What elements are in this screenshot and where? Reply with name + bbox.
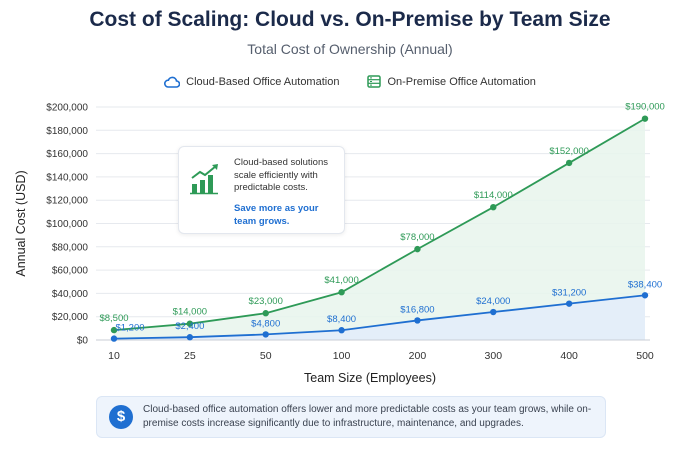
x-tick-label: 10 xyxy=(108,350,120,362)
series-line-1 xyxy=(113,117,646,331)
data-label: $2,400 xyxy=(175,321,204,332)
data-label: $14,000 xyxy=(173,307,207,318)
legend-item-cloud: Cloud-Based Office Automation xyxy=(164,75,339,88)
y-tick-label: $40,000 xyxy=(52,289,89,300)
y-tick-label: $60,000 xyxy=(52,266,89,277)
y-tick-label: $0 xyxy=(77,336,89,347)
data-label: $8,500 xyxy=(99,313,128,324)
data-label: $24,000 xyxy=(476,296,510,307)
x-tick-label: 500 xyxy=(636,350,654,362)
y-tick-label: $200,000 xyxy=(46,103,88,114)
data-point xyxy=(338,289,345,296)
data-point xyxy=(565,300,573,307)
data-label: $16,800 xyxy=(400,304,434,315)
data-label: $152,000 xyxy=(549,146,589,157)
data-point xyxy=(565,159,573,167)
chart-title: Cost of Scaling: Cloud vs. On-Premise by… xyxy=(89,8,611,31)
data-point xyxy=(338,327,345,334)
y-tick-label: $100,000 xyxy=(46,219,88,230)
x-tick-label: 25 xyxy=(184,350,196,362)
x-tick-label: 200 xyxy=(409,350,427,362)
y-tick-label: $80,000 xyxy=(52,242,89,253)
data-point xyxy=(414,245,421,253)
legend-label-cloud: Cloud-Based Office Automation xyxy=(186,75,340,88)
growth-chart-icon xyxy=(190,164,218,195)
x-tick-label: 400 xyxy=(560,350,578,362)
y-tick-label: $120,000 xyxy=(46,196,88,207)
data-label: $78,000 xyxy=(400,232,434,243)
series-line-0 xyxy=(113,294,646,340)
chart-subtitle: Total Cost of Ownership (Annual) xyxy=(247,41,453,57)
data-point xyxy=(186,320,194,327)
x-axis-title: Team Size (Employees) xyxy=(304,371,436,385)
data-label: $4,800 xyxy=(251,318,280,329)
y-axis-title: Annual Cost (USD) xyxy=(14,170,28,276)
line-chart: $0 $20,000 $40,000 $60,000 $80,000 $100,000 $1… xyxy=(14,102,665,385)
data-label: $8,400 xyxy=(327,314,356,325)
data-point xyxy=(641,115,649,122)
callout-text: Cloud-based solutions scale efficiently … xyxy=(234,157,329,193)
data-point xyxy=(186,334,194,341)
data-label: $114,000 xyxy=(474,190,513,201)
footnote-box: $ Cloud-based office automation offers l… xyxy=(96,396,606,438)
series-area-0 xyxy=(114,295,645,340)
data-label: $1,200 xyxy=(115,323,144,334)
y-tick-label: $180,000 xyxy=(46,126,88,137)
data-point xyxy=(110,326,118,334)
chart-legend: Cloud-Based Office Automation On-Premise… xyxy=(0,75,700,88)
data-label: $38,400 xyxy=(628,279,662,290)
footnote-text: Cloud-based office automation offers low… xyxy=(143,404,592,429)
x-tick-label: 300 xyxy=(485,350,503,362)
callout-accent-text: Save more as your team grows. xyxy=(234,203,319,227)
data-point xyxy=(490,203,497,211)
data-point xyxy=(110,335,118,342)
data-label: $31,200 xyxy=(552,288,586,299)
data-label: $190,000 xyxy=(625,102,665,113)
dollar-icon: $ xyxy=(109,405,133,429)
data-point xyxy=(490,308,497,316)
data-label: $23,000 xyxy=(249,296,283,307)
legend-label-on-premise: On-Premise Office Automation xyxy=(387,75,536,88)
callout-box: Cloud-based solutions scale efficiently … xyxy=(178,146,345,234)
data-label: $41,000 xyxy=(324,275,358,286)
y-tick-label: $20,000 xyxy=(52,312,89,323)
x-tick-label: 100 xyxy=(333,350,351,362)
data-point xyxy=(641,292,649,299)
data-point xyxy=(262,310,269,317)
legend-item-on-premise: On-Premise Office Automation xyxy=(367,75,536,88)
series-area-1 xyxy=(114,118,645,341)
y-tick-label: $140,000 xyxy=(46,172,88,183)
data-point xyxy=(414,317,421,324)
x-tick-label: 50 xyxy=(260,350,272,362)
server-icon xyxy=(367,75,382,88)
cloud-icon xyxy=(164,76,181,88)
data-point xyxy=(262,331,269,338)
y-tick-label: $160,000 xyxy=(46,149,88,160)
